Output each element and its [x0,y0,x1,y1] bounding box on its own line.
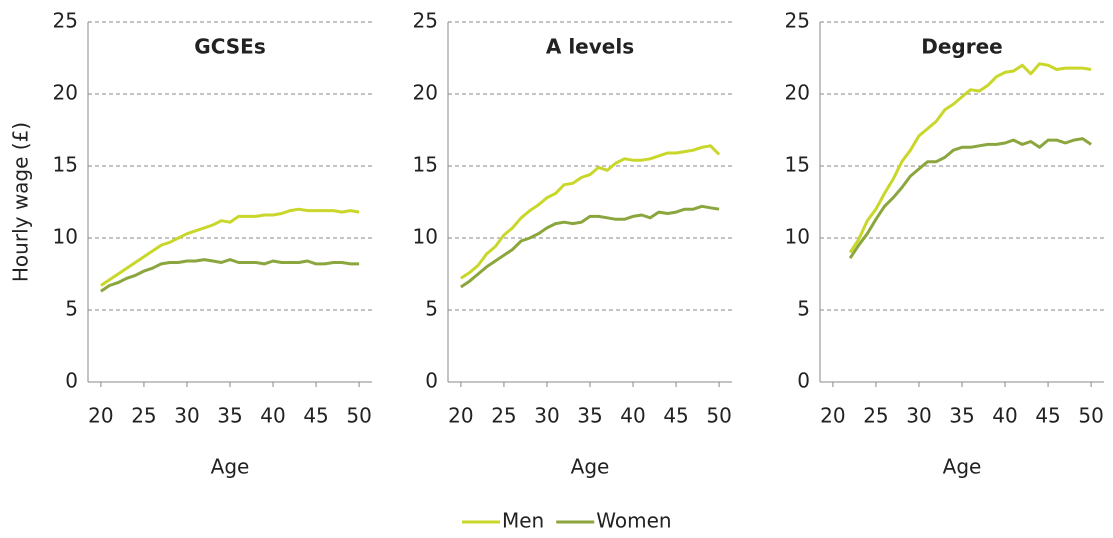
y-tick-label: 0 [797,369,810,393]
y-tick-label: 10 [53,225,78,249]
y-tick-label: 20 [413,81,438,105]
x-axis-label: Age [211,455,250,479]
x-tick-label: 30 [174,404,199,428]
x-tick-label: 20 [88,404,113,428]
x-tick-label: 45 [663,404,688,428]
line-series [460,204,720,289]
y-axis-label: Hourly wage (£) [9,122,33,282]
x-tick-label: 20 [820,404,845,428]
y-tick-label: 5 [65,297,78,321]
line-series [848,137,1092,260]
y-tick-label: 15 [413,153,438,177]
y-tick-label: 5 [797,297,810,321]
y-tick-label: 5 [425,297,438,321]
x-axis-label: Age [943,455,982,479]
y-tick-label: 25 [413,9,438,33]
y-tick-label: 10 [785,225,810,249]
legend-label: Men [502,509,544,533]
line-series [100,207,360,287]
x-tick-label: 50 [706,404,731,428]
x-tick-label: 35 [949,404,974,428]
y-tick-label: 0 [425,369,438,393]
x-axis-label: Age [571,455,610,479]
line-series [100,258,360,293]
line-series [848,62,1092,254]
x-tick-label: 30 [534,404,559,428]
y-tick-label: 20 [785,81,810,105]
x-tick-label: 50 [346,404,371,428]
x-tick-label: 25 [131,404,156,428]
panel-title: A levels [546,35,634,59]
panel-title: Degree [921,35,1002,59]
x-tick-label: 50 [1078,404,1103,428]
x-tick-label: 40 [992,404,1017,428]
y-tick-label: 25 [785,9,810,33]
x-tick-label: 40 [260,404,285,428]
x-tick-label: 20 [448,404,473,428]
x-tick-label: 45 [1035,404,1060,428]
x-tick-label: 25 [863,404,888,428]
x-tick-label: 40 [620,404,645,428]
x-tick-label: 35 [217,404,242,428]
y-tick-label: 10 [413,225,438,249]
x-tick-label: 25 [491,404,516,428]
y-tick-label: 20 [53,81,78,105]
y-tick-label: 15 [785,153,810,177]
y-tick-label: 25 [53,9,78,33]
x-tick-label: 35 [577,404,602,428]
x-tick-label: 45 [303,404,328,428]
legend-label: Women [596,509,671,533]
y-tick-label: 15 [53,153,78,177]
x-tick-label: 30 [906,404,931,428]
y-tick-label: 0 [65,369,78,393]
panel-title: GCSEs [194,35,265,59]
line-series [460,144,721,280]
